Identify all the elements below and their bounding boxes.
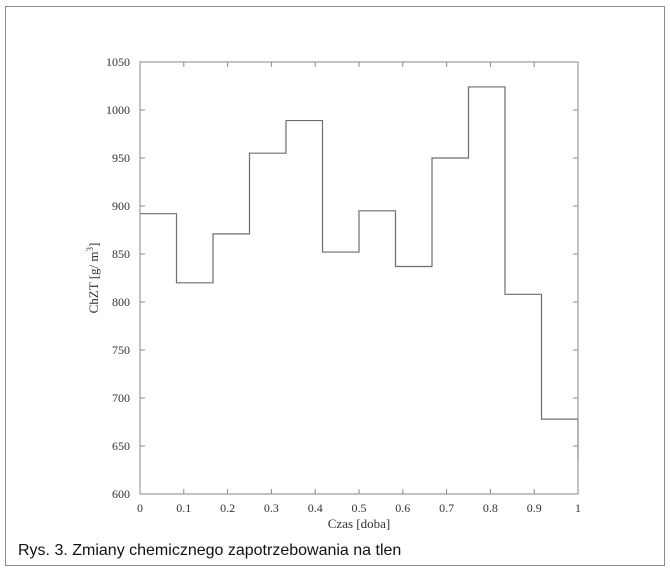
y-axis-title-suffix: ] xyxy=(86,243,101,247)
y-tick-label: 900 xyxy=(112,199,130,213)
x-tick-label: 0 xyxy=(137,501,143,515)
step-chart: 0 0.1 0.2 0.3 0.4 0.5 0.6 0.7 0.8 0.9 1 600 650 700 7… xyxy=(85,55,581,531)
y-axis-title-main: ChZT [g/ m xyxy=(86,251,101,313)
x-tick-label: 0.5 xyxy=(352,501,367,515)
x-tick-label: 0.7 xyxy=(439,501,454,515)
x-tick-label: 0.9 xyxy=(527,501,542,515)
x-tick-label: 1 xyxy=(575,501,581,515)
y-tick-label: 750 xyxy=(112,343,130,357)
x-tick-label: 0.3 xyxy=(264,501,279,515)
x-tick-label: 0.8 xyxy=(483,501,498,515)
y-tick-label: 1050 xyxy=(106,55,130,69)
x-tick-label: 0.4 xyxy=(308,501,323,515)
x-tick-label: 0.2 xyxy=(220,501,235,515)
y-tick-label: 600 xyxy=(112,487,130,501)
y-tick-label: 650 xyxy=(112,439,130,453)
y-tick-label: 1000 xyxy=(106,103,130,117)
y-tick-label: 800 xyxy=(112,295,130,309)
y-tick-label: 700 xyxy=(112,391,130,405)
x-axis-ticks: 0 0.1 0.2 0.3 0.4 0.5 0.6 0.7 0.8 0.9 1 xyxy=(137,62,581,515)
figure-frame: 0 0.1 0.2 0.3 0.4 0.5 0.6 0.7 0.8 0.9 1 600 650 700 7… xyxy=(5,6,665,566)
y-axis-title: ChZT [g/ m3] xyxy=(85,243,101,314)
x-axis-title: Czas [doba] xyxy=(328,516,390,531)
y-axis-title-superscript: 3 xyxy=(85,246,95,251)
x-tick-label: 0.1 xyxy=(176,501,191,515)
x-tick-label: 0.6 xyxy=(395,501,410,515)
figure-caption: Rys. 3. Zmiany chemicznego zapotrzebowan… xyxy=(18,542,402,559)
chzt-series xyxy=(140,86,579,461)
y-tick-label: 850 xyxy=(112,247,130,261)
y-tick-label: 950 xyxy=(112,151,130,165)
plot-area-frame xyxy=(139,61,579,495)
chzt-step-line xyxy=(140,86,579,461)
